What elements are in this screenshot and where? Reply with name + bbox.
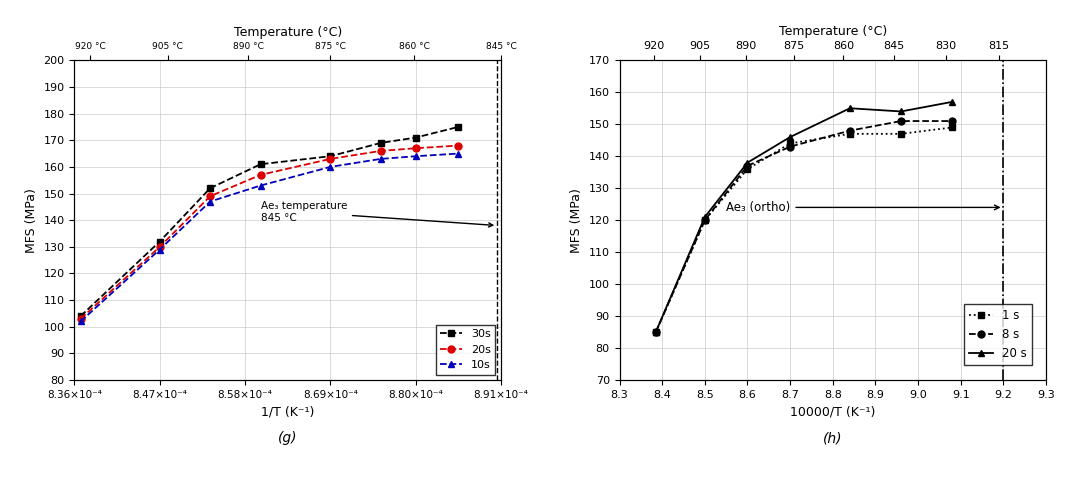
Legend: 30s, 20s, 10s: 30s, 20s, 10s — [435, 325, 496, 375]
Text: (h): (h) — [823, 431, 842, 445]
20 s — [843, 105, 856, 111]
20 s — [894, 109, 907, 114]
1 s — [894, 131, 907, 137]
30s — [153, 239, 166, 244]
10s — [75, 319, 87, 325]
10s — [375, 156, 388, 162]
30s — [409, 135, 422, 141]
30s — [375, 140, 388, 146]
20s — [324, 156, 337, 162]
20 s — [649, 329, 662, 335]
Legend: 1 s, 8 s, 20 s: 1 s, 8 s, 20 s — [964, 304, 1031, 365]
Y-axis label: MFS (MPa): MFS (MPa) — [25, 188, 38, 253]
30s — [451, 124, 464, 130]
Line: 1 s: 1 s — [652, 124, 956, 336]
10s — [204, 199, 217, 205]
30s — [254, 162, 267, 167]
8 s — [649, 329, 662, 335]
Line: 20 s: 20 s — [652, 98, 956, 336]
10s — [254, 183, 267, 188]
20 s — [784, 134, 797, 140]
20s — [451, 143, 464, 149]
10s — [409, 153, 422, 159]
Line: 20s: 20s — [77, 142, 462, 322]
20s — [204, 193, 217, 199]
8 s — [741, 163, 754, 169]
20s — [254, 172, 267, 178]
20s — [153, 244, 166, 250]
Line: 8 s: 8 s — [652, 118, 956, 336]
Text: Ae₃ (ortho): Ae₃ (ortho) — [726, 201, 999, 214]
Text: Ae₃ temperature
845 °C: Ae₃ temperature 845 °C — [260, 201, 492, 227]
10s — [153, 247, 166, 252]
10s — [324, 164, 337, 170]
8 s — [894, 118, 907, 124]
8 s — [699, 217, 712, 223]
1 s — [699, 217, 712, 223]
20s — [375, 148, 388, 154]
10s — [451, 151, 464, 156]
Line: 30s: 30s — [77, 123, 462, 320]
Text: (g): (g) — [278, 431, 297, 445]
Y-axis label: MFS (MPa): MFS (MPa) — [570, 188, 583, 253]
X-axis label: 1/T (K⁻¹): 1/T (K⁻¹) — [261, 405, 314, 418]
X-axis label: 10000/T (K⁻¹): 10000/T (K⁻¹) — [791, 405, 876, 418]
Line: 10s: 10s — [77, 150, 462, 325]
20s — [409, 145, 422, 151]
20 s — [699, 214, 712, 220]
8 s — [946, 118, 959, 124]
8 s — [784, 144, 797, 150]
1 s — [946, 125, 959, 130]
1 s — [843, 131, 856, 137]
1 s — [741, 166, 754, 172]
20 s — [741, 160, 754, 165]
1 s — [784, 141, 797, 146]
30s — [75, 313, 87, 319]
30s — [324, 153, 337, 159]
20s — [75, 316, 87, 322]
20 s — [946, 99, 959, 105]
X-axis label: Temperature (°C): Temperature (°C) — [779, 25, 887, 38]
1 s — [649, 329, 662, 335]
X-axis label: Temperature (°C): Temperature (°C) — [233, 26, 342, 39]
8 s — [843, 128, 856, 133]
30s — [204, 185, 217, 191]
